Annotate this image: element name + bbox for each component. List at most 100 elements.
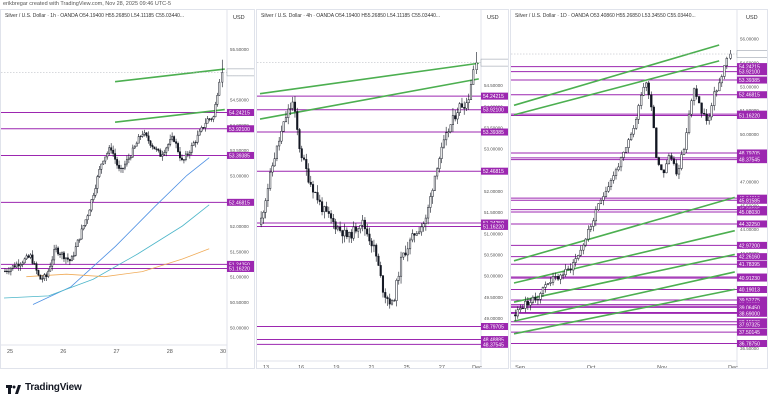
candle-down	[534, 296, 537, 301]
level-tag: 37.50145	[737, 328, 767, 336]
candle-up	[343, 229, 346, 237]
candle-down	[66, 257, 69, 260]
candle-up	[182, 159, 185, 161]
candle-up	[406, 248, 409, 256]
candle-down	[650, 94, 653, 108]
level-tag-bg	[737, 328, 767, 336]
chart-pane-1d[interactable]: 56.00000 54.50000 53.00000 51.50000 50.00000…	[510, 9, 768, 369]
candle-up	[352, 226, 355, 239]
level-tag-label: 40.91230	[739, 276, 760, 282]
candle-up	[624, 147, 628, 153]
trendline	[259, 62, 479, 95]
candle-up	[729, 53, 732, 59]
candle-up	[204, 122, 207, 128]
level-tag-bg	[481, 323, 508, 331]
candle-up	[467, 99, 470, 104]
candle-up	[680, 154, 683, 169]
candle-up	[627, 139, 630, 148]
candle-up	[15, 263, 18, 268]
candle-up	[594, 209, 597, 222]
candle-up	[125, 159, 128, 165]
candle-up	[278, 140, 281, 147]
candle-up	[554, 276, 557, 278]
candle-down	[31, 254, 34, 264]
candle-up	[287, 108, 290, 118]
y-tick-label: 53.00000	[484, 147, 503, 152]
candle-down	[386, 297, 389, 299]
candle-up	[53, 249, 56, 261]
candle-down	[293, 101, 297, 112]
candle-up	[685, 132, 688, 150]
candle-up	[65, 257, 67, 260]
candle-up	[529, 302, 532, 306]
candle-down	[460, 103, 463, 108]
level-tag-bg	[737, 68, 767, 76]
candle-up	[472, 69, 475, 85]
chart-canvas-4h[interactable]: 55.0000054.5000054.0000053.5000053.00000…	[257, 10, 509, 369]
level-tag-bg	[481, 340, 508, 348]
candle-up	[291, 101, 294, 109]
x-tick-label: 27	[439, 365, 445, 369]
candle-up	[216, 95, 219, 105]
level-tag-bg	[227, 125, 254, 133]
level-tag: 48.48885	[481, 336, 508, 344]
candle-down	[112, 149, 115, 154]
candle-up	[19, 264, 22, 267]
candle-up	[198, 130, 201, 136]
y-tick-label: 49.50000	[484, 295, 503, 300]
candle-down	[695, 88, 698, 97]
candle-down	[705, 113, 708, 121]
candle-up	[642, 86, 645, 96]
candle-up	[123, 163, 126, 169]
candle-up	[609, 179, 613, 187]
candle-down	[45, 274, 48, 278]
y-tick-label: 53.00000	[230, 173, 249, 178]
candle-up	[531, 296, 535, 303]
chart-canvas-1d[interactable]: 56.00000 54.50000 53.00000 51.50000 50.00000…	[511, 10, 768, 369]
candle-down	[59, 253, 61, 255]
candle-up	[25, 255, 28, 260]
candle-down	[13, 265, 16, 268]
candle-down	[202, 127, 205, 129]
candle-up	[599, 199, 603, 204]
candle-up	[47, 270, 50, 278]
candle-up	[465, 102, 468, 109]
candle-up	[80, 228, 83, 240]
level-tag-label: 51.16220	[229, 266, 250, 272]
candle-down	[660, 164, 663, 171]
candle-up	[524, 301, 527, 309]
trendline	[513, 60, 720, 116]
candle-down	[302, 157, 306, 160]
x-tick-label: 21	[368, 365, 374, 369]
candle-up	[74, 246, 77, 256]
level-tag: 53.39385	[227, 151, 254, 159]
chart-pane-4h[interactable]: 55.0000054.5000054.0000053.5000053.00000…	[256, 9, 509, 369]
level-tag: 52.46815	[737, 91, 767, 99]
candle-up	[94, 188, 97, 196]
candle-up	[4, 270, 6, 272]
candle-down	[363, 219, 366, 230]
level-tag-bg	[737, 241, 767, 249]
candle-up	[718, 82, 721, 92]
candle-up	[184, 153, 187, 160]
trendline	[513, 253, 735, 303]
level-tag: 51.16220	[481, 222, 508, 230]
candle-up	[622, 151, 625, 158]
level-tag: 42.26160	[737, 253, 767, 261]
level-tag: 36.78750	[737, 340, 767, 348]
level-tag-bg	[737, 196, 767, 204]
level-tag-bg	[737, 91, 767, 99]
level-tag-label: 53.39385	[739, 78, 760, 84]
chart-pane-1h[interactable]: 55.5000055.0000054.5000054.0000053.50000…	[0, 9, 255, 369]
candle-up	[438, 158, 441, 170]
candle-up	[127, 157, 130, 160]
y-tick-label: 54.50000	[230, 97, 249, 102]
level-tag: 53.39385	[737, 76, 767, 84]
trendline	[513, 271, 735, 322]
candle-down	[655, 127, 658, 158]
candle-up	[88, 209, 91, 217]
candle-up	[188, 152, 191, 155]
chart-canvas-1h[interactable]: 55.5000055.0000054.5000054.0000053.50000…	[1, 10, 255, 369]
candle-down	[345, 229, 348, 238]
candle-down	[377, 255, 380, 266]
